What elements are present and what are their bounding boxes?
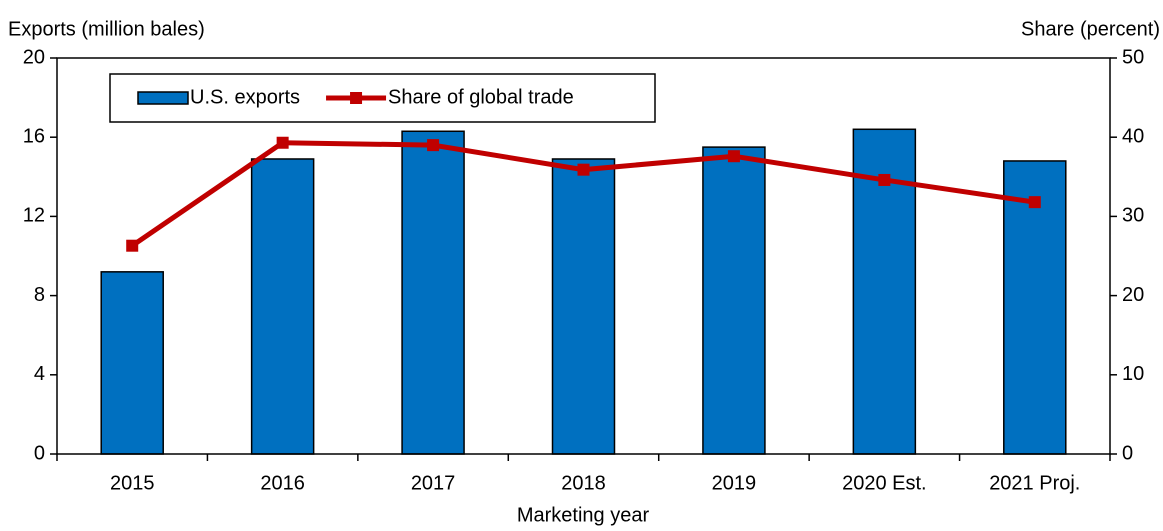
line-marker [577,163,590,176]
legend-label: Share of global trade [388,86,574,108]
line-marker [427,139,440,152]
y2-tick-label: 30 [1122,205,1144,227]
legend-swatch [137,91,189,105]
y-tick-label: 16 [23,125,45,147]
legend-swatch-marker [350,92,363,104]
y2-tick-label: 50 [1122,46,1144,68]
bar [401,130,465,455]
x-tick-label: 2018 [561,472,606,494]
line-marker [727,150,740,163]
y2-tick-label: 0 [1122,442,1133,464]
plot-frame [56,57,1111,455]
y-axis-label: Exports (million bales) [8,18,205,40]
legend-label: U.S. exports [190,86,300,108]
x-tick-label: 2017 [411,472,456,494]
line-marker [276,136,289,149]
y-tick-label: 0 [34,442,45,464]
x-axis-label: Marketing year [517,504,650,526]
bar [100,271,164,455]
y-tick-label: 4 [34,363,45,385]
y2-axis-label: Share (percent) [1021,18,1160,40]
x-tick-label: 2015 [110,472,155,494]
bar [1003,160,1067,455]
x-tick-label: 2021 Proj. [989,472,1080,494]
y-tick-label: 12 [23,205,45,227]
y2-tick-label: 40 [1122,125,1144,147]
y2-tick-label: 10 [1122,363,1144,385]
x-tick-label: 2020 Est. [842,472,927,494]
line-marker [1028,196,1041,209]
x-tick-label: 2019 [712,472,757,494]
line-marker [126,239,139,252]
y-tick-label: 8 [34,284,45,306]
bar [702,146,766,455]
line-marker [878,173,891,186]
bar [250,158,315,455]
bar [551,158,616,455]
y2-tick-label: 20 [1122,284,1144,306]
x-tick-label: 2016 [260,472,305,494]
y-tick-label: 20 [23,46,45,68]
